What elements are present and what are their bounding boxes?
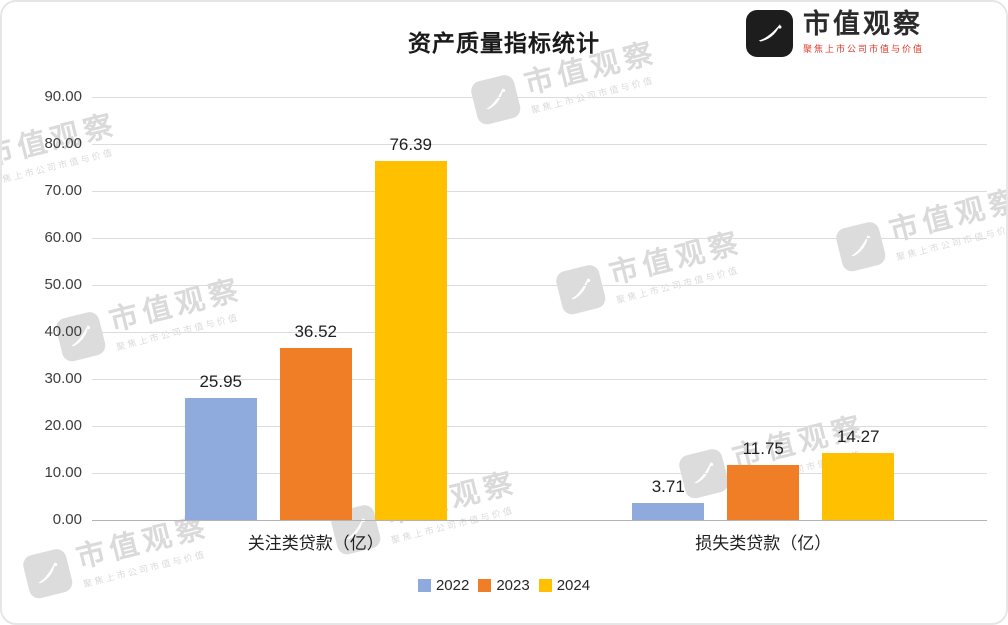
legend-swatch	[417, 579, 431, 592]
gridline	[92, 425, 987, 427]
bar-value-label: 36.52	[294, 322, 338, 342]
bar-value-label: 14.27	[836, 426, 880, 446]
y-tick-label: 10.00	[44, 464, 82, 481]
y-tick-label: 90.00	[44, 88, 82, 105]
chart-title: 资产质量指标统计	[408, 30, 600, 56]
category-label: 关注类贷款（亿）	[247, 534, 384, 553]
legend-item-2022: 2022	[417, 577, 470, 594]
legend-label: 2023	[496, 577, 530, 594]
bar-value-label: 76.39	[389, 134, 433, 154]
x-axis-line	[92, 519, 987, 521]
y-tick-label: 0.00	[52, 511, 82, 528]
legend-item-2024: 2024	[538, 577, 591, 594]
bar-2022	[184, 398, 257, 520]
category-label: 损失类贷款（亿）	[695, 534, 832, 553]
gridline	[92, 143, 987, 145]
bar-2023	[279, 348, 352, 520]
bar-value-label: 25.95	[199, 372, 243, 392]
bar-2024	[374, 160, 447, 520]
gridline	[92, 472, 987, 474]
y-tick-label: 70.00	[44, 182, 82, 199]
gridline	[92, 237, 987, 239]
bar-2024	[822, 452, 895, 520]
y-tick-label: 60.00	[44, 229, 82, 246]
y-tick-label: 50.00	[44, 276, 82, 293]
legend-label: 2024	[556, 577, 591, 594]
y-tick-label: 20.00	[44, 417, 82, 434]
bar-value-label: 11.75	[742, 438, 784, 458]
bar-2022	[632, 502, 705, 520]
gridline	[92, 190, 987, 192]
y-tick-label: 40.00	[44, 323, 82, 340]
y-tick-label: 80.00	[44, 135, 82, 152]
bar-2023	[727, 464, 800, 520]
bar-value-label: 3.71	[651, 476, 685, 496]
legend-label: 2022	[435, 577, 470, 594]
legend: 2022 2023 2024	[2, 577, 1006, 594]
legend-swatch	[538, 579, 552, 592]
gridline	[92, 378, 987, 380]
gridline	[92, 96, 987, 98]
gridline	[92, 284, 987, 286]
legend-item-2023: 2023	[478, 577, 530, 594]
y-tick-label: 30.00	[44, 370, 82, 387]
gridline	[92, 331, 987, 333]
legend-swatch	[478, 579, 492, 592]
